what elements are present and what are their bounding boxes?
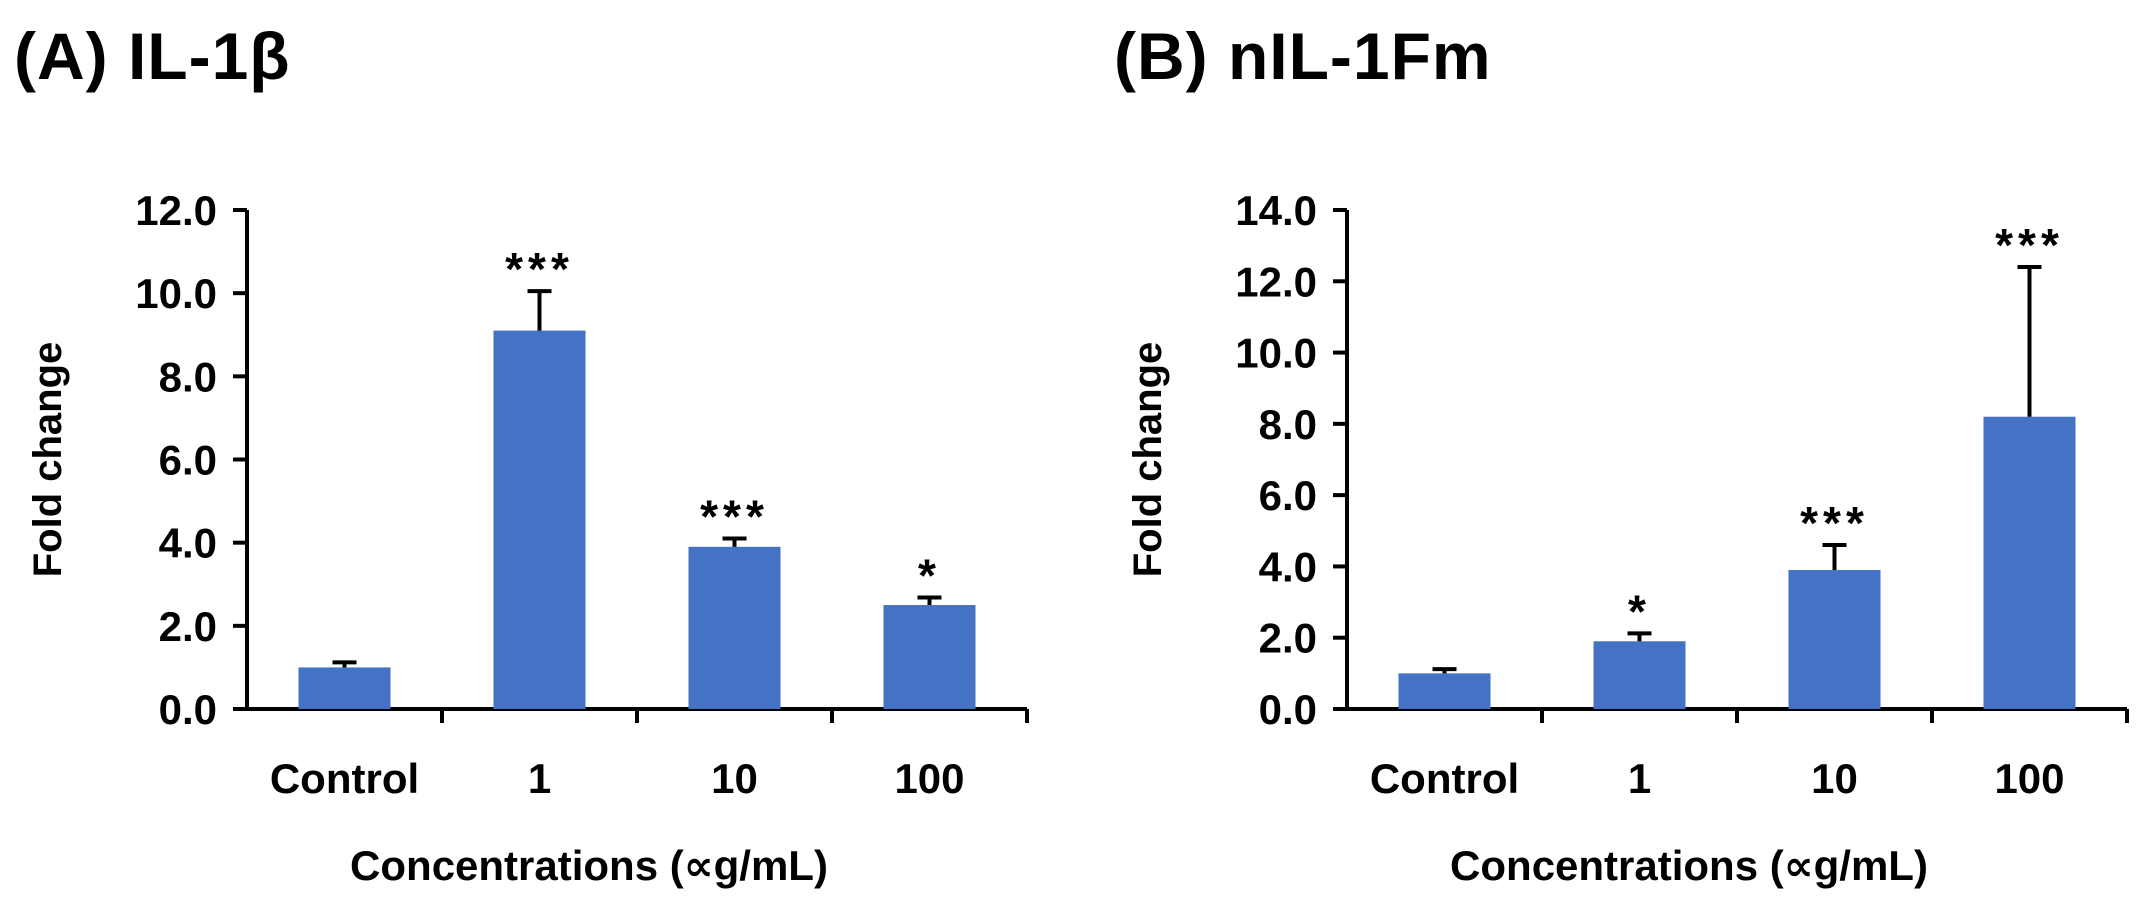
y-tick-label: 12.0 — [1235, 258, 1317, 305]
y-tick-label: 4.0 — [159, 520, 217, 567]
y-axis-title: Fold change — [26, 342, 70, 578]
y-tick-label: 0.0 — [159, 686, 217, 733]
x-tick-label: Control — [1370, 755, 1519, 802]
x-tick-label: 100 — [1994, 755, 2064, 802]
y-tick-label: 2.0 — [159, 603, 217, 650]
significance-marker: *** — [1995, 219, 2064, 271]
y-tick-label: 6.0 — [1259, 472, 1317, 519]
y-tick-label: 10.0 — [1235, 330, 1317, 377]
x-tick-label: 10 — [1811, 755, 1858, 802]
significance-marker: *** — [505, 243, 574, 295]
y-tick-label: 14.0 — [1235, 187, 1317, 234]
y-tick-label: 4.0 — [1259, 543, 1317, 590]
panel-title: (A) IL-1β — [14, 19, 291, 93]
y-tick-label: 8.0 — [1259, 401, 1317, 448]
bar-chart-svg: 0.0 2.0 4.0 6.0 8.0 10.0 12.0 Fold change Contro… — [26, 187, 1029, 889]
bar — [1983, 416, 2076, 709]
bar — [688, 546, 781, 709]
bar — [1593, 641, 1686, 709]
y-axis-title: Fold change — [1126, 342, 1170, 578]
y-tick-label: 6.0 — [159, 437, 217, 484]
x-tick-label: 100 — [894, 755, 964, 802]
significance-marker: * — [918, 550, 941, 602]
bar — [298, 667, 391, 709]
chart-panel-b: (B) nIL-1Fm 0.0 2.0 4.0 6.0 8.0 10.0 12.0 14.0 F… — [1100, 0, 2156, 904]
x-axis-title: Concentrations (∝g/mL) — [1450, 842, 1928, 889]
x-tick-label: 1 — [1628, 755, 1651, 802]
x-tick-label: 1 — [528, 755, 551, 802]
y-tick-label: 10.0 — [135, 270, 217, 317]
significance-marker: *** — [700, 491, 769, 543]
y-tick-label: 2.0 — [1259, 615, 1317, 662]
panel-title: (B) nIL-1Fm — [1114, 19, 1492, 93]
bar — [1398, 673, 1491, 709]
significance-marker: *** — [1800, 497, 1869, 549]
chart-panel-a: (A) IL-1β 0.0 2.0 4.0 6.0 8.0 10.0 12.0 Fold ch… — [14, 19, 1029, 889]
bar — [1788, 569, 1881, 709]
y-tick-label: 12.0 — [135, 187, 217, 234]
y-tick-label: 8.0 — [159, 353, 217, 400]
bar — [883, 605, 976, 709]
significance-marker: * — [1628, 585, 1651, 637]
x-tick-label: 10 — [711, 755, 758, 802]
y-tick-label: 0.0 — [1259, 686, 1317, 733]
x-tick-label: Control — [270, 755, 419, 802]
x-axis-title: Concentrations (∝g/mL) — [350, 842, 828, 889]
bar-chart-svg: 0.0 2.0 4.0 6.0 8.0 10.0 12.0 14.0 Fold change Co… — [1126, 187, 2129, 889]
bar — [493, 330, 586, 709]
